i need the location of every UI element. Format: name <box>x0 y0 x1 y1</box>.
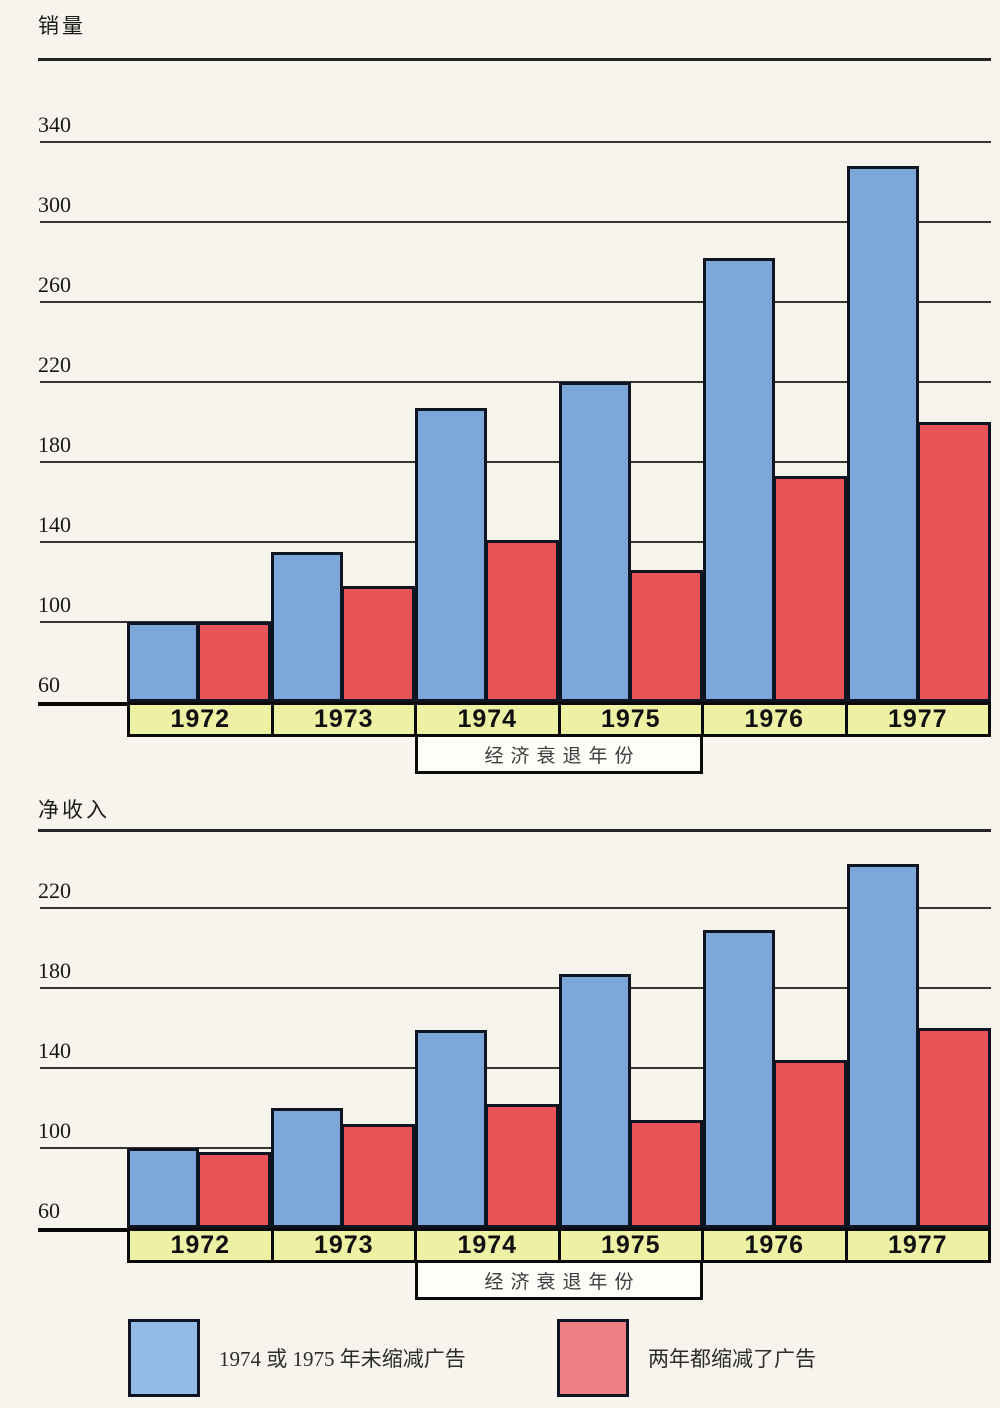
ytick-label-0-60: 60 <box>38 672 60 697</box>
bar-1-1972-no-cut <box>127 1148 199 1228</box>
baseline-left-1 <box>38 1228 130 1232</box>
bar-1-1977-no-cut <box>847 864 919 1228</box>
bar-1-1973-cut <box>341 1124 415 1228</box>
legend-item-cut: 两年都缩减了广告 <box>557 1318 816 1398</box>
baseline-left-0 <box>38 702 130 706</box>
ytick-label-0-100: 100 <box>38 592 71 617</box>
bar-1-1973-no-cut <box>271 1108 343 1228</box>
year-band-1: 1972 1973 1974 1975 1976 1977 <box>127 1228 991 1263</box>
bar-1-1975-no-cut <box>559 974 631 1228</box>
gridline-0-220 <box>40 381 991 383</box>
recession-box-0: 经济衰退年份 <box>415 737 703 774</box>
ytick-label-0-260: 260 <box>38 272 71 297</box>
legend-swatch-red <box>557 1319 629 1397</box>
year-label-0-1974: 1974 <box>414 705 558 734</box>
gridline-0-300 <box>40 221 991 223</box>
ytick-label-0-180: 180 <box>38 432 71 457</box>
ytick-label-0-220: 220 <box>38 352 71 377</box>
bar-1-1975-cut <box>629 1120 703 1228</box>
year-band-0: 1972 1973 1974 1975 1976 1977 <box>127 702 991 737</box>
bar-1-1972-cut <box>197 1152 271 1228</box>
bar-0-1974-no-cut <box>415 408 487 702</box>
year-label-1-1976: 1976 <box>701 1231 845 1260</box>
ytick-label-1-140: 140 <box>38 1038 71 1063</box>
bar-0-1977-cut <box>917 422 991 702</box>
bar-0-1976-no-cut <box>703 258 775 702</box>
bar-0-1975-no-cut <box>559 382 631 702</box>
year-label-0-1973: 1973 <box>270 705 415 734</box>
chart-title-0: 销量 <box>38 14 86 38</box>
year-label-1-1972: 1972 <box>170 1231 231 1259</box>
gridline-1-220 <box>40 907 991 909</box>
bar-0-1976-cut <box>773 476 847 702</box>
bar-1-1977-cut <box>917 1028 991 1228</box>
chart-top-rule-1 <box>38 829 991 832</box>
year-label-0-1976: 1976 <box>701 705 845 734</box>
gridline-1-180 <box>40 987 991 989</box>
recession-box-1: 经济衰退年份 <box>415 1263 703 1300</box>
ytick-label-0-300: 300 <box>38 192 71 217</box>
gridline-0-180 <box>40 461 991 463</box>
bar-0-1972-no-cut <box>127 622 199 702</box>
year-label-1-1977: 1977 <box>844 1231 989 1260</box>
legend-label-cut: 两年都缩减了广告 <box>648 1347 816 1371</box>
year-label-0-1977: 1977 <box>844 705 989 734</box>
gridline-0-340 <box>40 141 991 143</box>
year-label-1-1974: 1974 <box>414 1231 558 1260</box>
bar-0-1977-no-cut <box>847 166 919 702</box>
bar-0-1973-cut <box>341 586 415 702</box>
bar-1-1974-cut <box>485 1104 559 1228</box>
bar-0-1975-cut <box>629 570 703 702</box>
bar-0-1973-no-cut <box>271 552 343 702</box>
ytick-label-0-140: 140 <box>38 512 71 537</box>
bar-1-1976-no-cut <box>703 930 775 1228</box>
chart-title-1: 净收入 <box>38 798 110 822</box>
chart-top-rule-0 <box>38 58 991 61</box>
year-label-0-1975: 1975 <box>557 705 702 734</box>
ytick-label-1-180: 180 <box>38 958 71 983</box>
ytick-label-1-220: 220 <box>38 878 71 903</box>
legend-label-no-cut: 1974 或 1975 年未缩减广告 <box>219 1347 466 1371</box>
legend-swatch-blue <box>128 1319 200 1397</box>
year-label-1-1975: 1975 <box>557 1231 702 1260</box>
legend-item-no-cut: 1974 或 1975 年未缩减广告 <box>128 1318 466 1398</box>
bar-1-1976-cut <box>773 1060 847 1228</box>
bar-0-1972-cut <box>197 622 271 702</box>
year-label-1-1973: 1973 <box>270 1231 415 1260</box>
ytick-label-0-340: 340 <box>38 112 71 137</box>
bar-0-1974-cut <box>485 540 559 702</box>
year-label-0-1972: 1972 <box>170 705 231 733</box>
bar-1-1974-no-cut <box>415 1030 487 1228</box>
gridline-1-140 <box>40 1067 991 1069</box>
gridline-0-260 <box>40 301 991 303</box>
ytick-label-1-100: 100 <box>38 1118 71 1143</box>
ytick-label-1-60: 60 <box>38 1198 60 1223</box>
